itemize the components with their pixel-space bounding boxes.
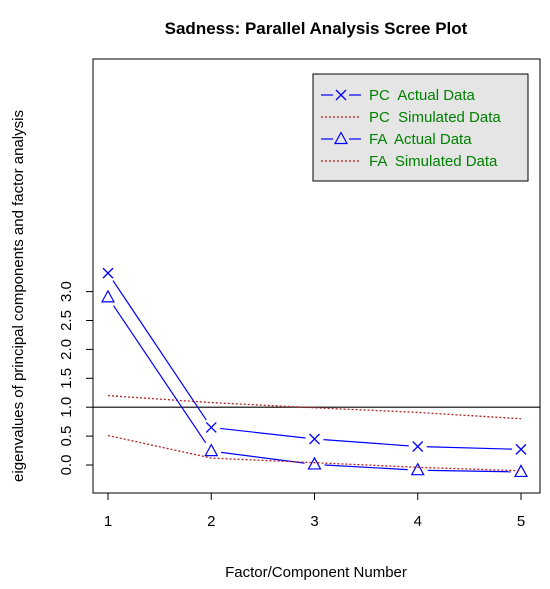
- legend: PC Actual Data PC Simulated Data FA Actual…: [312, 73, 529, 182]
- y-tick-label: 3.0: [58, 281, 75, 302]
- y-tick-label: 2.5: [58, 310, 75, 331]
- y-tick-label: 1.0: [58, 397, 75, 418]
- triangle-marker: [513, 464, 529, 478]
- series-segment: [426, 446, 513, 450]
- legend-entry-label: PC Simulated Data: [369, 109, 501, 126]
- triangle-marker: [100, 289, 116, 303]
- x-marker: [412, 441, 424, 452]
- legend-entry-label: FA Actual Data: [369, 131, 472, 148]
- series-segment: [113, 305, 207, 444]
- x-tick-label: 5: [517, 513, 525, 530]
- legend-entry-label: FA Simulated Data: [369, 153, 498, 170]
- x-marker: [205, 421, 217, 433]
- legend-x-marker: [335, 89, 347, 101]
- legend-triangle-marker: [333, 131, 349, 145]
- triangle-marker: [410, 462, 425, 476]
- y-axis-label: eigenvalues of principal components and …: [10, 110, 27, 482]
- x-axis: 1 2 3 4 5: [104, 492, 525, 530]
- series-segment: [112, 280, 207, 421]
- series-1: [102, 267, 527, 455]
- y-tick-label: 0.0: [58, 455, 75, 476]
- series-segment: [324, 464, 408, 471]
- legend-box: [312, 73, 529, 182]
- y-tick-label: 1.5: [58, 368, 75, 389]
- x-tick-label: 3: [310, 513, 318, 530]
- series-line: [107, 434, 522, 472]
- series-segment: [427, 469, 512, 473]
- y-axis: 0.0 0.5 1.0 1.5 2.0 2.5 3.0: [58, 281, 94, 476]
- triangle-marker: [204, 443, 219, 457]
- series-3: [100, 289, 529, 478]
- x-marker: [102, 267, 114, 279]
- x-marker: [309, 433, 320, 445]
- series-4: [107, 434, 522, 472]
- y-tick-label: 0.5: [58, 426, 75, 447]
- x-marker: [515, 443, 527, 455]
- legend-entry-label: PC Actual Data: [369, 87, 476, 104]
- x-tick-label: 2: [207, 513, 215, 530]
- y-tick-label: 2.0: [58, 339, 75, 360]
- series-segment: [220, 427, 306, 439]
- x-tick-label: 4: [414, 513, 422, 530]
- series-segment: [221, 451, 305, 464]
- x-tick-label: 1: [104, 513, 112, 530]
- x-axis-label: Factor/Component Number: [225, 564, 407, 581]
- series-layer: [100, 267, 529, 478]
- series-segment: [323, 439, 409, 447]
- chart-title: Sadness: Parallel Analysis Scree Plot: [165, 19, 468, 38]
